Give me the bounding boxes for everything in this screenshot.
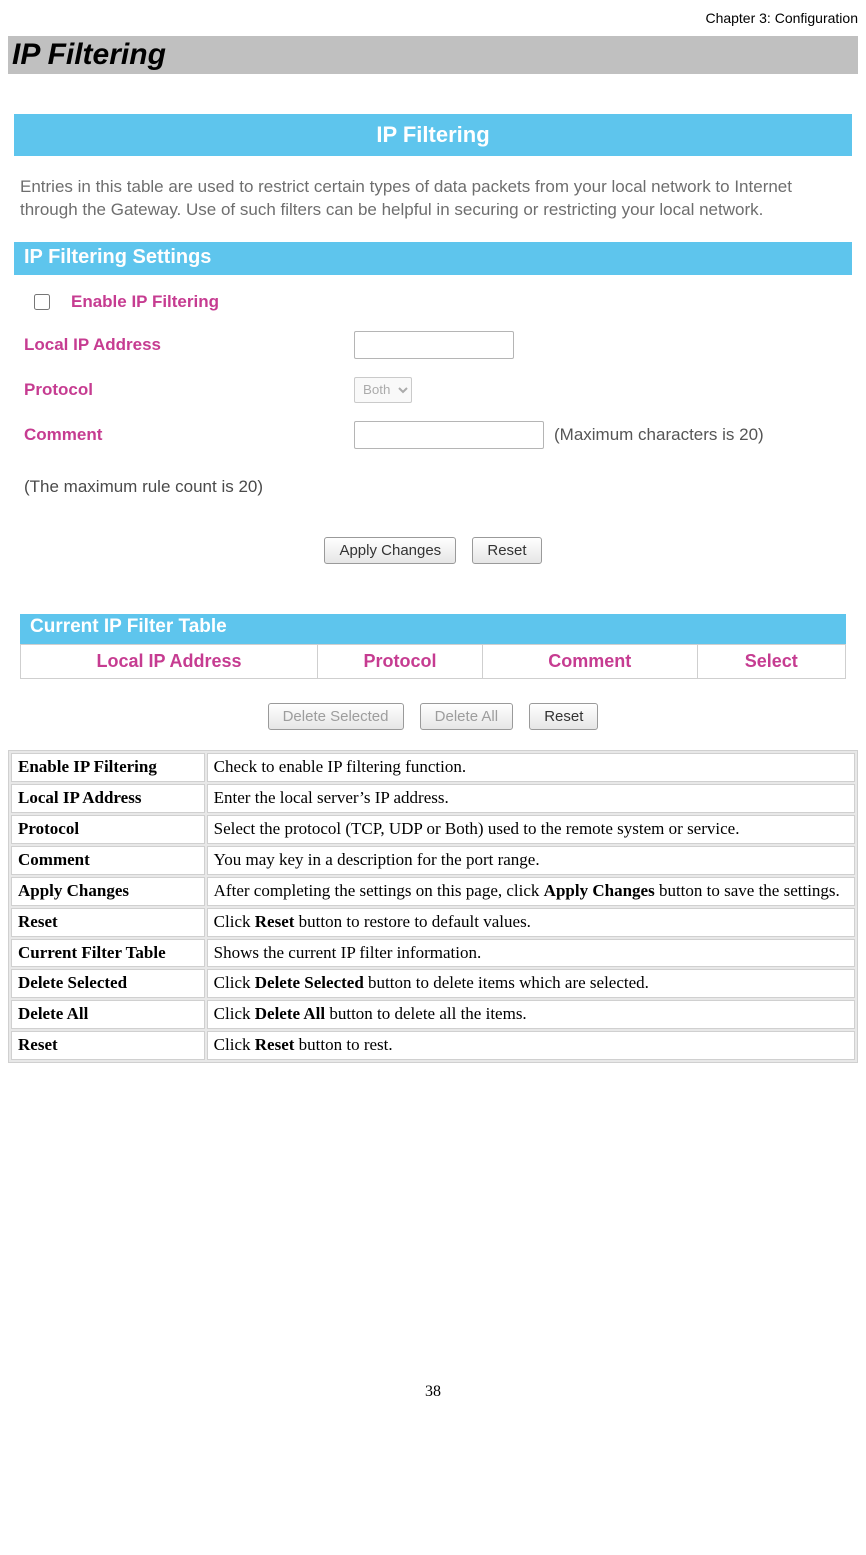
col-select: Select: [697, 644, 846, 678]
page-container: Chapter 3: Configuration IP Filtering IP…: [0, 0, 866, 1441]
form-button-row: Apply Changes Reset: [14, 537, 852, 564]
delete-all-button[interactable]: Delete All: [420, 703, 513, 730]
definition-desc: Enter the local server’s IP address.: [207, 784, 855, 813]
table-button-row: Delete Selected Delete All Reset: [14, 703, 852, 730]
current-table-header: Current IP Filter Table: [20, 614, 846, 644]
max-rule-note: (The maximum rule count is 20): [14, 477, 852, 527]
ui-title: IP Filtering: [14, 114, 852, 156]
definition-term: Apply Changes: [11, 877, 205, 906]
definition-desc: After completing the settings on this pa…: [207, 877, 855, 906]
definition-desc: Check to enable IP filtering function.: [207, 753, 855, 782]
section-title: IP Filtering: [8, 36, 858, 74]
col-protocol: Protocol: [318, 644, 483, 678]
definition-row: CommentYou may key in a description for …: [11, 846, 855, 875]
reset-button[interactable]: Reset: [472, 537, 541, 564]
definition-row: Local IP AddressEnter the local server’s…: [11, 784, 855, 813]
definition-term: Reset: [11, 908, 205, 937]
definition-row: Apply ChangesAfter completing the settin…: [11, 877, 855, 906]
definition-desc: Click Reset button to restore to default…: [207, 908, 855, 937]
ui-description: Entries in this table are used to restri…: [14, 156, 852, 242]
comment-row: Comment (Maximum characters is 20): [24, 421, 842, 449]
router-ui-screenshot: IP Filtering Entries in this table are u…: [14, 114, 852, 730]
definition-row: Current Filter TableShows the current IP…: [11, 939, 855, 968]
definition-row: ResetClick Reset button to restore to de…: [11, 908, 855, 937]
definition-term: Current Filter Table: [11, 939, 205, 968]
definition-row: ResetClick Reset button to rest.: [11, 1031, 855, 1060]
protocol-label: Protocol: [24, 380, 354, 400]
col-comment: Comment: [483, 644, 698, 678]
definition-desc: Click Reset button to rest.: [207, 1031, 855, 1060]
definition-row: Delete AllClick Delete All button to del…: [11, 1000, 855, 1029]
definition-term: Delete Selected: [11, 969, 205, 998]
delete-selected-button[interactable]: Delete Selected: [268, 703, 404, 730]
filter-table: Local IP Address Protocol Comment Select: [20, 644, 846, 679]
definition-term: Local IP Address: [11, 784, 205, 813]
settings-form: Enable IP Filtering Local IP Address Pro…: [14, 275, 852, 477]
apply-changes-button[interactable]: Apply Changes: [324, 537, 456, 564]
definition-row: Delete SelectedClick Delete Selected but…: [11, 969, 855, 998]
col-local-ip: Local IP Address: [21, 644, 318, 678]
definition-term: Protocol: [11, 815, 205, 844]
definition-desc: You may key in a description for the por…: [207, 846, 855, 875]
settings-section-header: IP Filtering Settings: [14, 244, 852, 275]
comment-hint: (Maximum characters is 20): [554, 425, 764, 445]
definition-desc: Shows the current IP filter information.: [207, 939, 855, 968]
local-ip-label: Local IP Address: [24, 335, 354, 355]
definition-desc: Select the protocol (TCP, UDP or Both) u…: [207, 815, 855, 844]
definition-table: Enable IP FilteringCheck to enable IP fi…: [8, 750, 858, 1063]
protocol-select[interactable]: Both: [354, 377, 412, 403]
definition-term: Delete All: [11, 1000, 205, 1029]
page-number: 38: [8, 1383, 858, 1401]
definition-term: Reset: [11, 1031, 205, 1060]
definition-term: Enable IP Filtering: [11, 753, 205, 782]
comment-input[interactable]: [354, 421, 544, 449]
definition-row: ProtocolSelect the protocol (TCP, UDP or…: [11, 815, 855, 844]
enable-checkbox[interactable]: [34, 294, 50, 310]
chapter-header: Chapter 3: Configuration: [8, 10, 858, 26]
definition-term: Comment: [11, 846, 205, 875]
comment-label: Comment: [24, 425, 354, 445]
protocol-row: Protocol Both: [24, 377, 842, 403]
local-ip-input[interactable]: [354, 331, 514, 359]
table-header-row: Local IP Address Protocol Comment Select: [21, 644, 846, 678]
definition-desc: Click Delete Selected button to delete i…: [207, 969, 855, 998]
enable-row: Enable IP Filtering: [24, 291, 842, 313]
current-table-section: Current IP Filter Table Local IP Address…: [20, 614, 846, 679]
definition-desc: Click Delete All button to delete all th…: [207, 1000, 855, 1029]
reset-button-2[interactable]: Reset: [529, 703, 598, 730]
enable-label: Enable IP Filtering: [71, 292, 219, 312]
definition-row: Enable IP FilteringCheck to enable IP fi…: [11, 753, 855, 782]
local-ip-row: Local IP Address: [24, 331, 842, 359]
